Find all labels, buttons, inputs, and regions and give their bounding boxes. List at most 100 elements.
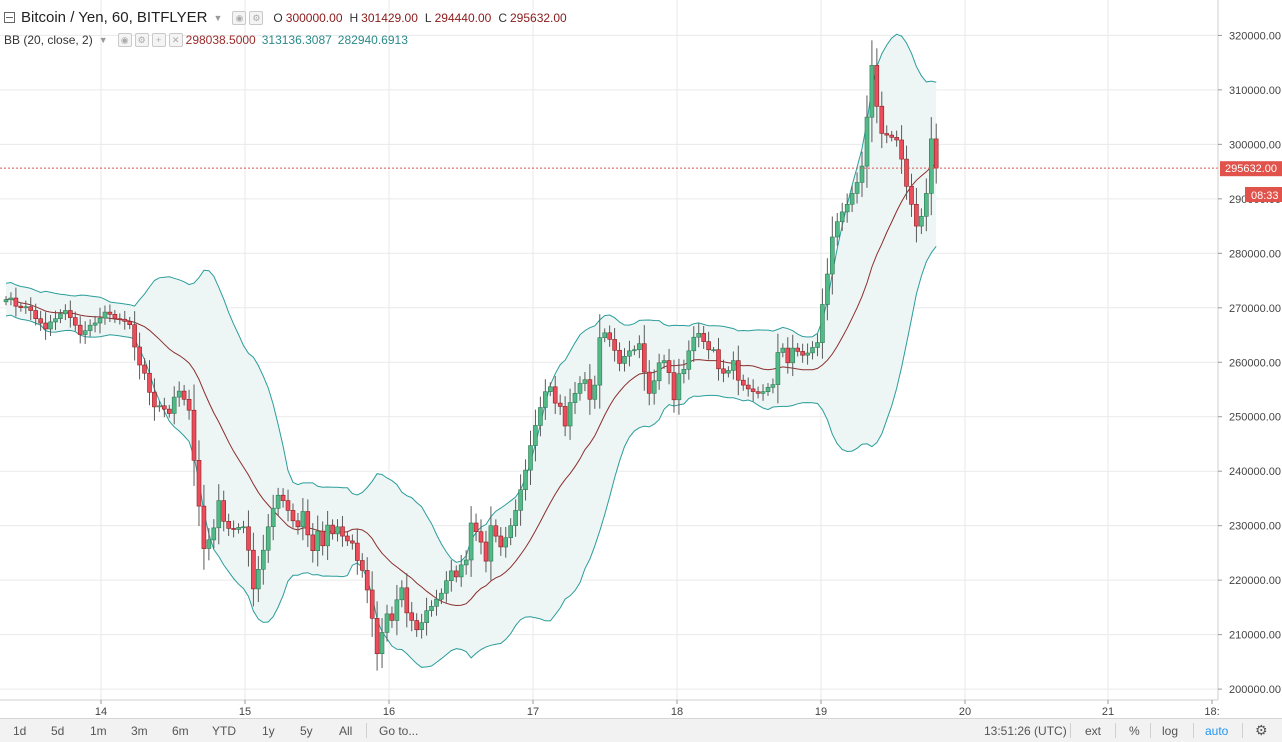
candle-body — [102, 311, 108, 319]
candle-body — [439, 592, 444, 600]
candle-body — [879, 105, 885, 134]
price-tick-label: 300000.00 — [1229, 139, 1281, 151]
candle-body — [800, 351, 805, 356]
range-1d-button[interactable]: 1d — [13, 724, 27, 738]
goto-button[interactable]: Go to... — [379, 724, 419, 738]
log-toggle[interactable]: log — [1162, 724, 1179, 738]
range-ytd-button[interactable]: YTD — [212, 724, 236, 738]
eye-icon[interactable]: ◉ — [232, 10, 247, 25]
ext-toggle[interactable]: ext — [1085, 724, 1102, 738]
symbol-title[interactable]: Bitcoin / Yen, 60, BITFLYER — [21, 9, 208, 26]
gear-icon[interactable]: ⚙ — [1255, 722, 1268, 738]
range-3m-button[interactable]: 3m — [131, 724, 148, 738]
candle-body — [770, 384, 776, 388]
candle-body — [112, 313, 118, 319]
clock-time[interactable]: 13:51:26 (UTC) — [984, 724, 1067, 738]
auto-toggle[interactable]: auto — [1205, 724, 1229, 738]
candle-body — [87, 324, 93, 331]
candle-body — [463, 559, 469, 566]
candle-body — [923, 193, 929, 217]
divider — [1115, 723, 1116, 738]
candle-body — [681, 368, 687, 374]
candle-body — [379, 632, 385, 655]
candle-body — [617, 349, 622, 364]
candle-body — [236, 526, 241, 530]
candle-body — [508, 525, 514, 539]
range-1y-button[interactable]: 1y — [262, 724, 275, 738]
candle-body — [632, 349, 637, 352]
divider — [1242, 723, 1243, 738]
candle-body — [661, 360, 667, 364]
low-value: 294440.00 — [434, 10, 492, 25]
indicator-close-icon[interactable]: ✕ — [168, 33, 183, 47]
indicator-eye-icon[interactable]: ◉ — [117, 33, 132, 47]
candle-body — [394, 599, 400, 621]
candle-body — [666, 360, 672, 373]
candle-body — [434, 598, 439, 607]
range-1m-button[interactable]: 1m — [90, 724, 107, 738]
candle-body — [73, 317, 78, 326]
price-tick-label: 310000.00 — [1229, 85, 1281, 97]
range-all-button[interactable]: All — [339, 724, 353, 738]
candle-body — [8, 297, 14, 300]
candle-body — [844, 204, 850, 213]
indicator-gear-icon[interactable]: ⚙ — [134, 33, 149, 47]
candle-body — [597, 337, 603, 386]
candle-body — [137, 346, 142, 366]
time-axis[interactable]: 14 15 16 17 18 19 20 21 18: — [0, 699, 1220, 718]
gear-icon[interactable]: ⚙ — [249, 10, 264, 25]
candle-body — [612, 339, 617, 351]
time-tick-label: 18 — [671, 706, 683, 718]
percent-toggle[interactable]: % — [1129, 724, 1140, 738]
candle-body — [444, 580, 449, 594]
candle-body — [755, 391, 761, 394]
candle-body — [251, 549, 256, 590]
candle-body — [468, 522, 474, 561]
candle-body — [325, 524, 330, 547]
candle-body — [928, 138, 934, 194]
candle-body — [691, 336, 697, 352]
candle-body — [157, 405, 162, 408]
candle-body — [147, 372, 152, 393]
candle-body — [567, 402, 573, 427]
candle-body — [127, 321, 132, 325]
candle-body — [117, 318, 123, 321]
candle-body — [701, 333, 707, 342]
candle-body — [419, 622, 424, 630]
candle-body — [810, 347, 815, 354]
candle-body — [577, 383, 583, 394]
indicator-chevron-down-icon[interactable]: ▼ — [98, 35, 108, 45]
range-5d-button[interactable]: 5d — [51, 724, 65, 738]
chevron-down-icon[interactable]: ▼ — [213, 12, 223, 23]
candle-body — [627, 350, 632, 357]
indicator-label[interactable]: BB (20, close, 2) — [4, 33, 93, 47]
divider — [1150, 723, 1151, 738]
candle-body — [107, 311, 113, 315]
price-tick-label: 200000.00 — [1229, 684, 1281, 696]
candle-body — [359, 560, 365, 571]
candle-body — [735, 360, 741, 381]
collapse-legend-button[interactable] — [4, 12, 15, 23]
range-6m-button[interactable]: 6m — [172, 724, 189, 738]
candle-body — [191, 409, 197, 461]
candle-body — [414, 620, 420, 631]
range-5y-button[interactable]: 5y — [300, 724, 313, 738]
candle-body — [557, 402, 563, 407]
candle-body — [92, 322, 98, 326]
candle-body — [750, 388, 756, 392]
candle-body — [260, 549, 266, 570]
candle-body — [686, 350, 692, 370]
candle-body — [211, 527, 217, 541]
price-axis[interactable]: 200000.00 210000.00 220000.00 230000.00 2400… — [1217, 0, 1281, 700]
candle-body — [350, 540, 355, 544]
candle-body — [23, 306, 29, 309]
price-tick-label: 320000.00 — [1229, 30, 1281, 42]
bb-basis-value: 298038.5000 — [185, 33, 256, 47]
candle-body — [760, 391, 766, 394]
indicator-add-icon[interactable]: + — [151, 33, 166, 47]
time-tick-label: 14 — [95, 706, 107, 718]
candle-body — [592, 384, 598, 400]
divider — [1193, 723, 1194, 738]
candle-body — [656, 362, 662, 382]
